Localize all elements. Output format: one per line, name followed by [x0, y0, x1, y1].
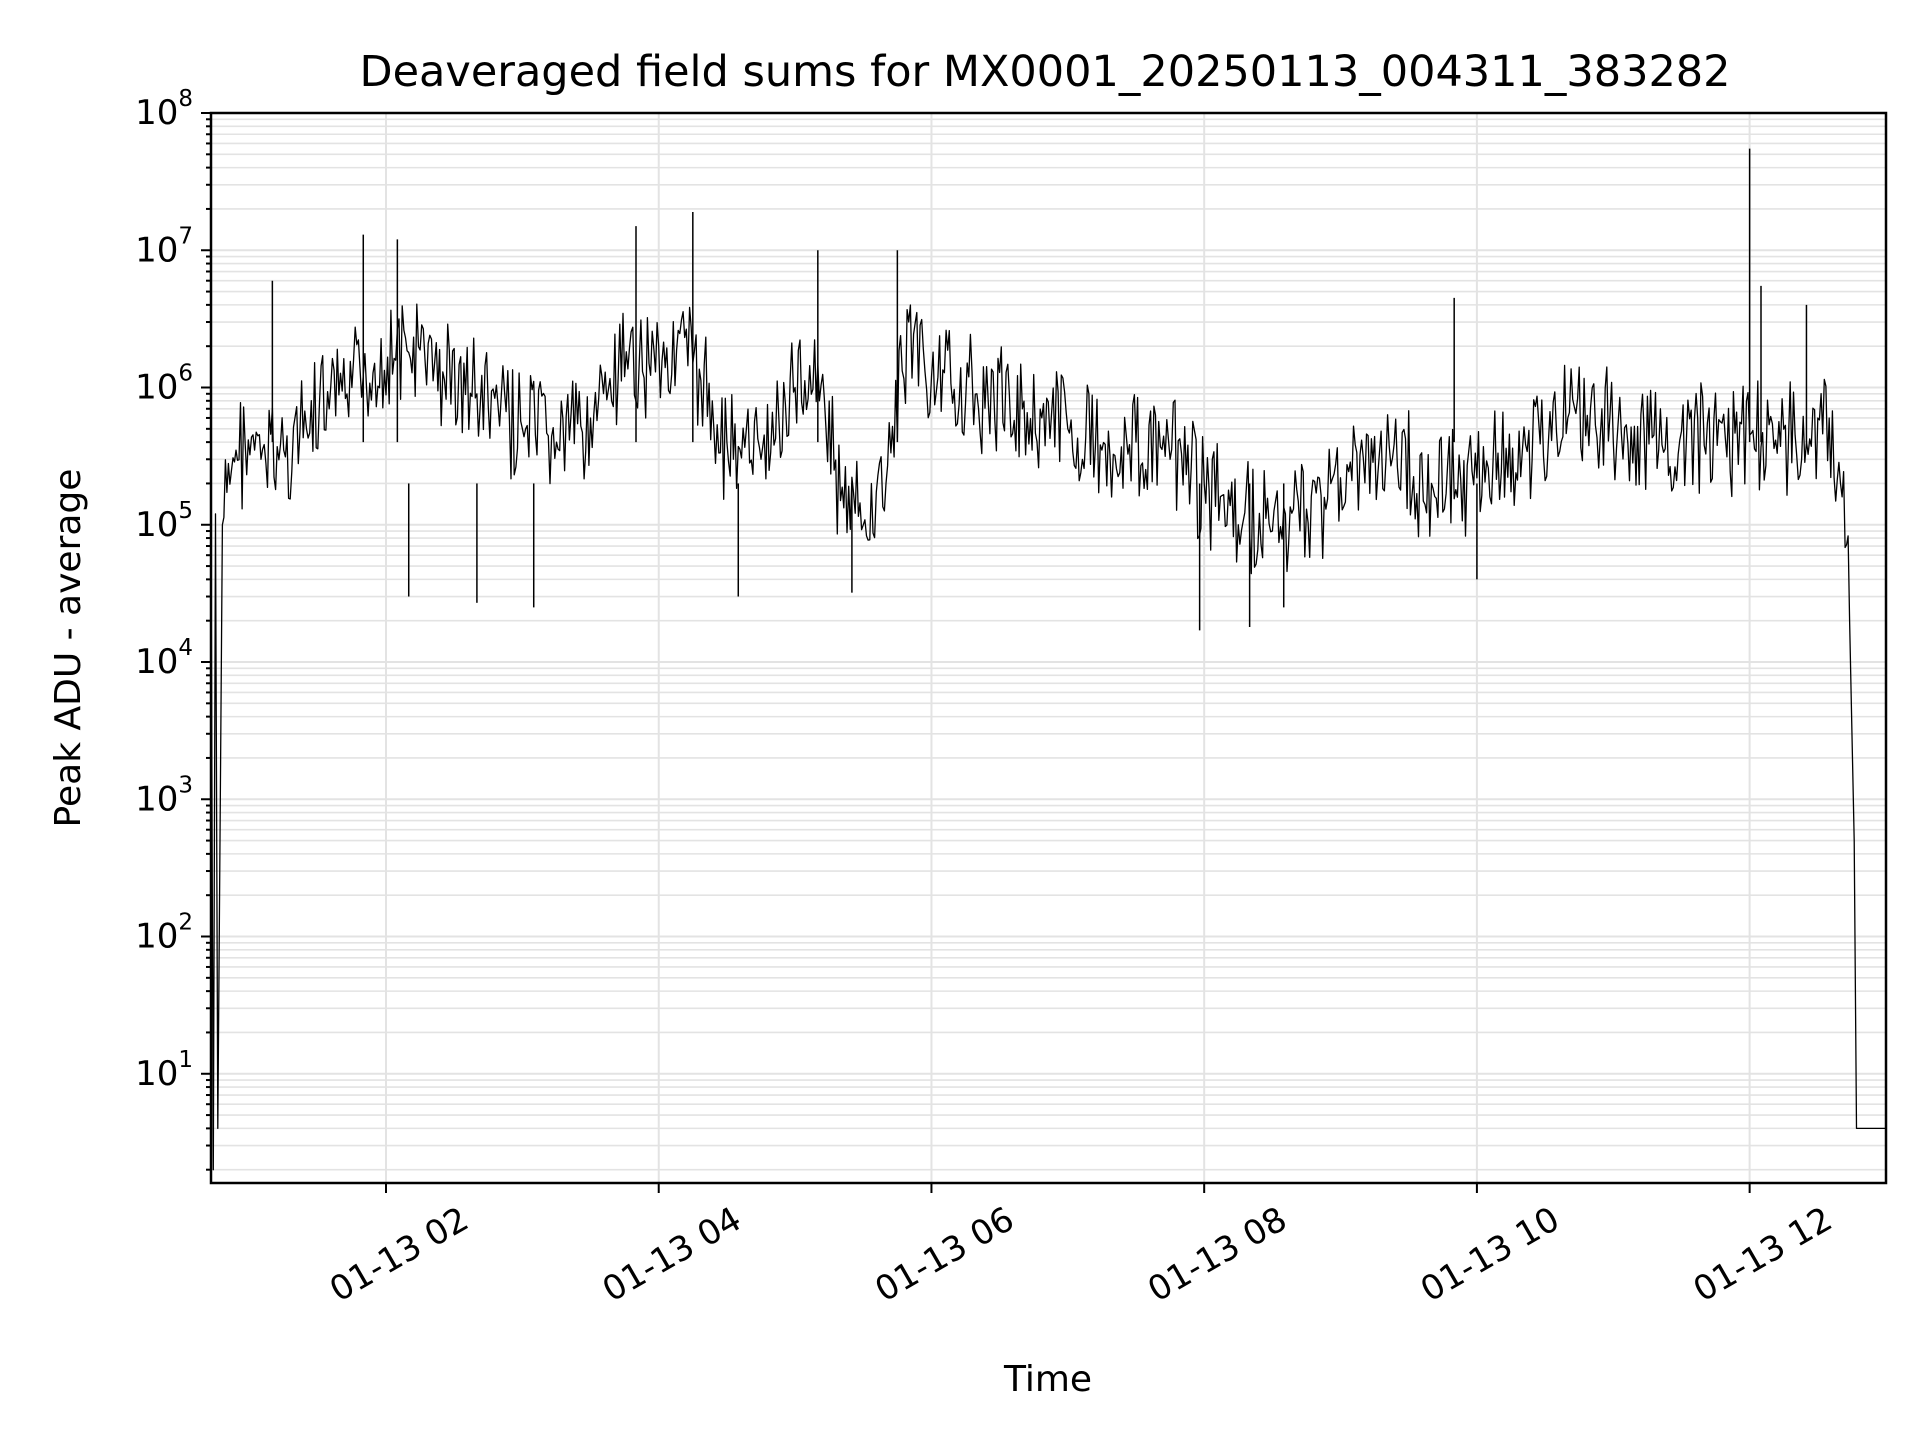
- y-tick-label: 105: [135, 498, 193, 545]
- y-tick-exponent: 2: [178, 910, 193, 936]
- x-tick-label: 01-13 02: [323, 1199, 475, 1310]
- y-axis-label: Peak ADU - average: [48, 469, 89, 828]
- x-axis-label: Time: [1003, 1359, 1092, 1400]
- y-tick-base: 10: [135, 779, 178, 819]
- y-tick-exponent: 4: [178, 635, 193, 661]
- grid-lines: [211, 112, 1886, 1183]
- y-tick-label: 103: [135, 772, 193, 819]
- y-tick-label: 101: [135, 1047, 193, 1094]
- x-tick-label: 01-13 10: [1414, 1199, 1566, 1310]
- y-tick-label: 102: [135, 910, 193, 957]
- y-tick-exponent: 3: [178, 772, 193, 798]
- series-line: [210, 303, 1886, 1171]
- y-tick-exponent: 1: [178, 1047, 193, 1073]
- y-tick-base: 10: [135, 230, 178, 270]
- y-tick-exponent: 5: [178, 498, 193, 524]
- y-tick-base: 10: [135, 505, 178, 545]
- y-tick-base: 10: [135, 642, 178, 682]
- y-tick-base: 10: [135, 1054, 178, 1094]
- y-tick-label: 106: [135, 361, 193, 408]
- series-layer: [210, 148, 1886, 1171]
- y-tick-base: 10: [135, 917, 178, 957]
- y-tick-exponent: 7: [178, 223, 193, 249]
- x-tick-label: 01-13 12: [1687, 1199, 1839, 1310]
- y-tick-base: 10: [135, 368, 178, 408]
- y-tick-base: 10: [135, 93, 178, 133]
- y-tick-label: 104: [135, 635, 193, 682]
- y-tick-exponent: 6: [178, 361, 193, 387]
- chart-title: Deaveraged field sums for MX0001_2025011…: [359, 47, 1730, 97]
- y-tick-label: 107: [135, 223, 193, 270]
- x-tick-label: 01-13 08: [1141, 1199, 1293, 1310]
- x-tick-label: 01-13 04: [596, 1199, 748, 1310]
- plot-frame: [209, 111, 1888, 1185]
- x-tick-label: 01-13 06: [869, 1199, 1021, 1310]
- axis-ticks: 01-13 02 01-13 04 01-13 06 01-13 08 01-13 10…: [135, 86, 1839, 1310]
- y-tick-label: 108: [135, 86, 193, 133]
- y-tick-exponent: 8: [178, 86, 193, 112]
